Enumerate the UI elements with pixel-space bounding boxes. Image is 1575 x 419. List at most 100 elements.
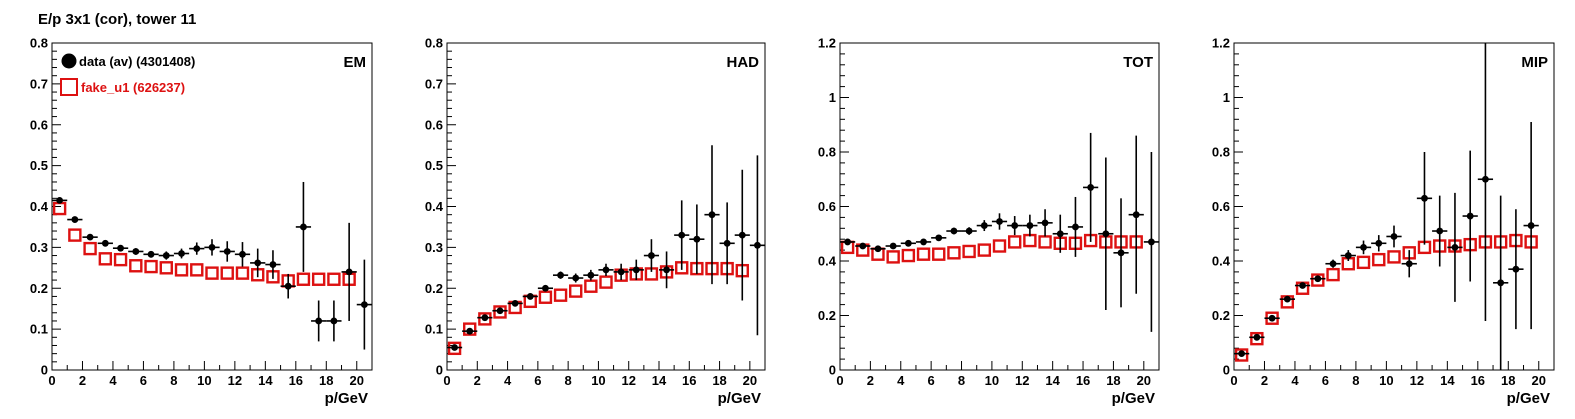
y-tick-label: 0.2 [818, 308, 836, 323]
x-tick-label: 10 [985, 373, 999, 388]
panel-label: HAD [727, 54, 760, 71]
panel-label: MIP [1521, 54, 1548, 71]
fake-point [569, 284, 583, 298]
data-point [1360, 243, 1367, 251]
x-tick-label: 18 [712, 373, 726, 388]
y-tick-label: 0.4 [30, 199, 49, 214]
x-tick-label: 20 [743, 373, 757, 388]
data-point [1436, 227, 1444, 235]
fake-point [493, 305, 507, 319]
data-point [708, 211, 716, 219]
fake-point [992, 239, 1007, 253]
data-point [557, 271, 564, 279]
x-tick-label: 16 [289, 373, 303, 388]
y-tick-label: 0.3 [425, 240, 443, 255]
y-tick-label: 0 [829, 363, 836, 378]
legend-data-marker [61, 53, 77, 69]
data-point [1268, 314, 1276, 322]
x-tick-label: 2 [867, 373, 874, 388]
x-tick-label: 14 [1440, 373, 1455, 388]
x-tick-label: 6 [140, 373, 147, 388]
fake-point [932, 247, 946, 261]
x-tick-label: 2 [474, 373, 481, 388]
legend: data (av) (4301408) fake_u1 (626237) [60, 53, 195, 96]
y-tick-label: 0.3 [30, 240, 48, 255]
data-point [315, 317, 323, 325]
fake-point [1234, 348, 1249, 362]
fake-point [220, 266, 234, 280]
y-tick-label: 0.2 [30, 281, 48, 296]
y-tick-label: 0.8 [1212, 145, 1230, 160]
x-tick-label: 16 [1471, 373, 1485, 388]
fake-point [190, 263, 204, 277]
y-tick-label: 0.6 [30, 117, 48, 132]
x-tick-label: 4 [897, 373, 905, 388]
data-point [1253, 333, 1261, 341]
x-tick-label: 0 [48, 373, 55, 388]
data-point [1466, 212, 1474, 220]
data-point [754, 241, 761, 249]
data-point [1072, 223, 1079, 231]
data-point [466, 327, 474, 335]
y-tick-label: 0.4 [818, 254, 837, 269]
fake-point [947, 246, 961, 260]
data-point [101, 239, 109, 247]
data-point [178, 250, 185, 257]
data-point [1497, 279, 1505, 287]
data-point [86, 233, 94, 241]
data-point [1283, 295, 1291, 303]
fake-point [1372, 252, 1386, 267]
x-tick-label: 12 [621, 373, 635, 388]
y-tick-label: 0.7 [30, 76, 48, 91]
x-tick-label: 10 [1379, 373, 1393, 388]
data-point [904, 239, 912, 247]
data-point [1132, 211, 1140, 219]
fake-point [553, 288, 568, 302]
data-point [284, 282, 292, 290]
fake-point [901, 248, 916, 263]
data-point [632, 266, 640, 274]
panel-had: 0 2 4 6 8 10 12 14 16 18 20 0 0.1 0.2 0.3 0.4 0.5 0.6 0.7 0… [425, 36, 766, 407]
data-point [1041, 219, 1049, 227]
fake-point [584, 279, 598, 293]
x-tick-label: 12 [1015, 373, 1029, 388]
data-point [56, 196, 64, 204]
x-tick-label: 4 [1291, 373, 1299, 388]
fake-point [113, 252, 128, 267]
data-point [693, 235, 701, 243]
y-tick-label: 0.2 [1212, 308, 1230, 323]
x-tick-label: 8 [1352, 373, 1359, 388]
data-point [345, 268, 353, 276]
data-point [71, 216, 79, 223]
fake-point [83, 241, 97, 256]
data-point [1451, 243, 1459, 251]
data-point [1512, 265, 1520, 273]
x-tick-label: 12 [1410, 373, 1424, 388]
x-tick-label: 2 [79, 373, 86, 388]
data-point [920, 238, 927, 246]
data-point [1405, 260, 1413, 268]
x-tick-label: 6 [928, 373, 935, 388]
y-tick-label: 1.2 [1212, 36, 1230, 51]
data-point [117, 244, 124, 252]
data-point [1482, 175, 1489, 183]
y-tick-label: 0.5 [425, 158, 443, 173]
data-point [1102, 230, 1110, 238]
data-point [360, 301, 368, 308]
x-tick-label: 14 [258, 373, 273, 388]
data-point [678, 231, 686, 239]
data-point [1026, 222, 1034, 229]
fake-point [977, 243, 992, 257]
fake-point [159, 261, 173, 275]
panel-tot: 0 2 4 6 8 10 12 14 16 18 20 0 0.2 0.4 0.6 0.8 1 1.2 p/GeV T… [818, 36, 1160, 407]
x-tick-label: 18 [1501, 373, 1515, 388]
fake-point [144, 259, 158, 274]
y-tick-label: 0.8 [30, 36, 48, 51]
data-point [300, 223, 307, 231]
data-point [511, 299, 519, 307]
data-point [1375, 239, 1383, 247]
x-tick-label: 20 [350, 373, 364, 388]
x-tick-label: 0 [836, 373, 843, 388]
